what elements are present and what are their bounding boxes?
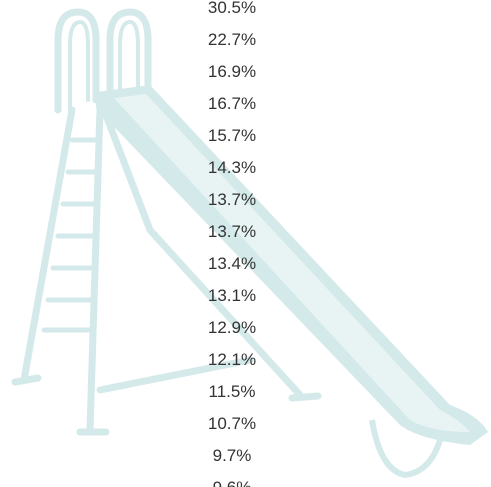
percentage-label: 22.7% xyxy=(208,30,256,49)
percentage-label: 16.9% xyxy=(208,62,256,81)
percentage-label: 30.5% xyxy=(208,0,256,17)
percentage-label: 12.9% xyxy=(208,318,256,337)
percentage-label: 11.5% xyxy=(209,382,256,401)
percentage-label: 13.7% xyxy=(208,222,256,241)
percentage-label: 13.7% xyxy=(208,190,256,209)
percentage-label: 10.7% xyxy=(208,414,256,433)
percentage-label: 13.4% xyxy=(208,254,256,273)
percentage-label: 14.3% xyxy=(208,158,256,177)
percentage-label: 15.7% xyxy=(208,126,256,145)
percentage-label: 13.1% xyxy=(208,286,256,305)
page: 30.5% 22.7% 16.9% 16.7% 15.7% 14.3% 13.7% 13.7%… xyxy=(0,0,491,487)
percentage-label: 9.7% xyxy=(213,446,252,465)
slide-chute xyxy=(96,85,488,475)
infographic: 30.5% 22.7% 16.9% 16.7% 15.7% 14.3% 13.7% 13.7%… xyxy=(0,0,491,487)
percentage-label: 9.6% xyxy=(213,478,252,487)
percentage-label: 16.7% xyxy=(208,94,256,113)
percentage-label: 12.1% xyxy=(208,350,256,369)
